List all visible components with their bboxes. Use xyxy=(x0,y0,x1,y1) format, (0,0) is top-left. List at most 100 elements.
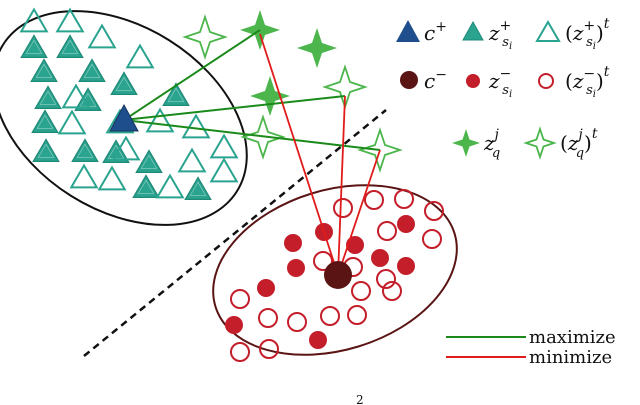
negative-sample-dot xyxy=(257,279,275,297)
positive-sample-triangle xyxy=(30,58,58,83)
negative-augmented-dot xyxy=(333,198,353,218)
negative-sample-dot xyxy=(371,249,389,267)
positive-sample-triangle-shade xyxy=(83,63,101,78)
negative-sample-dot xyxy=(284,234,302,252)
maximize-label: maximize xyxy=(529,327,616,348)
z-s-plus-legend-icon xyxy=(462,20,484,41)
negative-augmented-dot xyxy=(382,281,402,301)
positive-augmented-triangle xyxy=(111,135,141,161)
positive-augmented-triangle xyxy=(145,107,175,133)
query-augmented-star xyxy=(240,114,286,160)
positive-augmented-triangle xyxy=(57,109,87,135)
negative-augmented-dot xyxy=(230,289,250,309)
query-augmented-star xyxy=(182,14,228,60)
z-q-t-legend-icon xyxy=(523,126,557,160)
positive-sample-triangle-shade xyxy=(167,87,185,102)
z-s-plus-t-label: (z+ si)t xyxy=(565,16,610,52)
negative-sample-dot xyxy=(397,257,415,275)
positive-sample-triangle xyxy=(34,85,62,110)
query-augmented-star xyxy=(357,127,403,173)
line-legend: maximize minimize xyxy=(446,327,616,368)
negative-sample-dot xyxy=(397,215,415,233)
negative-augmented-dot xyxy=(351,281,371,301)
positive-augmented-triangle xyxy=(177,147,207,173)
positive-sample-triangle-shade xyxy=(61,39,79,54)
negative-augmented-dot xyxy=(230,342,250,362)
c-plus-legend-icon xyxy=(396,20,420,42)
negative-augmented-dot xyxy=(258,308,278,328)
positive-sample-triangle-shade xyxy=(25,39,43,54)
positive-augmented-triangle xyxy=(209,133,239,159)
legend: c+ z+ si (z+ si)t c− z− si (z− si)t zj q (zj q… xyxy=(396,16,610,161)
positive-augmented-triangle xyxy=(181,113,211,139)
negative-sample-dot xyxy=(225,316,243,334)
negative-augmented-dot xyxy=(364,190,384,210)
positive-sample-triangle-shade xyxy=(189,181,207,196)
maximize-line xyxy=(123,119,381,151)
z-s-minus-t-legend-icon xyxy=(538,73,554,89)
minimize-label: minimize xyxy=(529,347,612,368)
positive-cluster-ellipse xyxy=(0,10,248,226)
positive-sample-triangle xyxy=(184,176,212,201)
query-star xyxy=(250,76,290,116)
footer-text: 2 xyxy=(356,393,364,405)
positive-sample-triangle xyxy=(132,174,160,199)
positive-sample-triangle-shade xyxy=(35,63,53,78)
minimize-line xyxy=(259,33,339,276)
positive-sample-triangle xyxy=(135,149,163,174)
negative-sample-dot xyxy=(309,331,327,349)
z-s-minus-legend-icon xyxy=(466,74,480,88)
c-minus-legend-icon xyxy=(400,71,418,89)
positive-sample-triangle-shade xyxy=(107,144,125,159)
positive-sample-triangle xyxy=(31,109,59,134)
positive-augmented-triangle xyxy=(55,7,85,33)
positive-sample-triangle-shade xyxy=(39,90,57,105)
maximize-line xyxy=(123,95,346,121)
negative-augmented-dot xyxy=(422,229,442,249)
positive-sample-triangle xyxy=(74,87,102,112)
z-s-minus-label: z− si xyxy=(488,66,512,100)
minimize-line xyxy=(337,149,381,276)
negative-augmented-dot xyxy=(287,312,307,332)
decision-boundary xyxy=(83,109,387,357)
positive-sample-triangle xyxy=(78,58,106,83)
c-plus-label: c+ xyxy=(424,19,447,45)
positive-augmented-triangle xyxy=(19,7,49,33)
positive-augmented-triangle xyxy=(97,165,127,191)
positive-sample-triangle-shade xyxy=(137,179,155,194)
positive-augmented-triangle xyxy=(125,43,155,69)
positive-sample-triangle xyxy=(71,138,99,163)
negative-augmented-dot xyxy=(320,306,340,326)
z-q-label: zj q xyxy=(483,127,500,161)
z-q-legend-icon xyxy=(452,129,480,157)
positive-sample-triangle xyxy=(20,34,48,59)
z-s-plus-label: z+ si xyxy=(488,18,512,52)
z-s-plus-t-legend-icon xyxy=(535,20,561,42)
negative-augmented-dot xyxy=(377,221,397,241)
positive-sample-triangle-shade xyxy=(36,114,54,129)
c-minus-label: c− xyxy=(424,67,447,93)
negative-augmented-dot xyxy=(259,339,279,359)
positive-augmented-triangle xyxy=(87,23,117,49)
negative-augmented-dot xyxy=(313,251,333,271)
negative-center-dot xyxy=(324,261,352,289)
positive-center-triangle xyxy=(109,103,139,132)
negative-augmented-dot xyxy=(376,269,396,289)
positive-sample-triangle xyxy=(32,138,60,163)
positive-augmented-triangle xyxy=(155,173,185,199)
negative-augmented-dot xyxy=(394,189,414,209)
negative-sample-dot xyxy=(287,259,305,277)
minimize-line xyxy=(337,95,346,276)
negative-augmented-dot xyxy=(424,201,444,221)
positive-sample-triangle xyxy=(162,82,190,107)
positive-augmented-triangle xyxy=(61,83,91,109)
positive-augmented-triangle xyxy=(209,157,239,183)
positive-sample-triangle-shade xyxy=(76,143,94,158)
z-s-minus-t-label: (z− si)t xyxy=(565,64,610,100)
positive-sample-triangle xyxy=(102,139,130,164)
z-q-t-label: (zj q)t xyxy=(560,126,598,161)
positive-sample-triangle xyxy=(56,34,84,59)
positive-sample-triangle xyxy=(110,71,138,96)
positive-augmented-triangle xyxy=(69,163,99,189)
